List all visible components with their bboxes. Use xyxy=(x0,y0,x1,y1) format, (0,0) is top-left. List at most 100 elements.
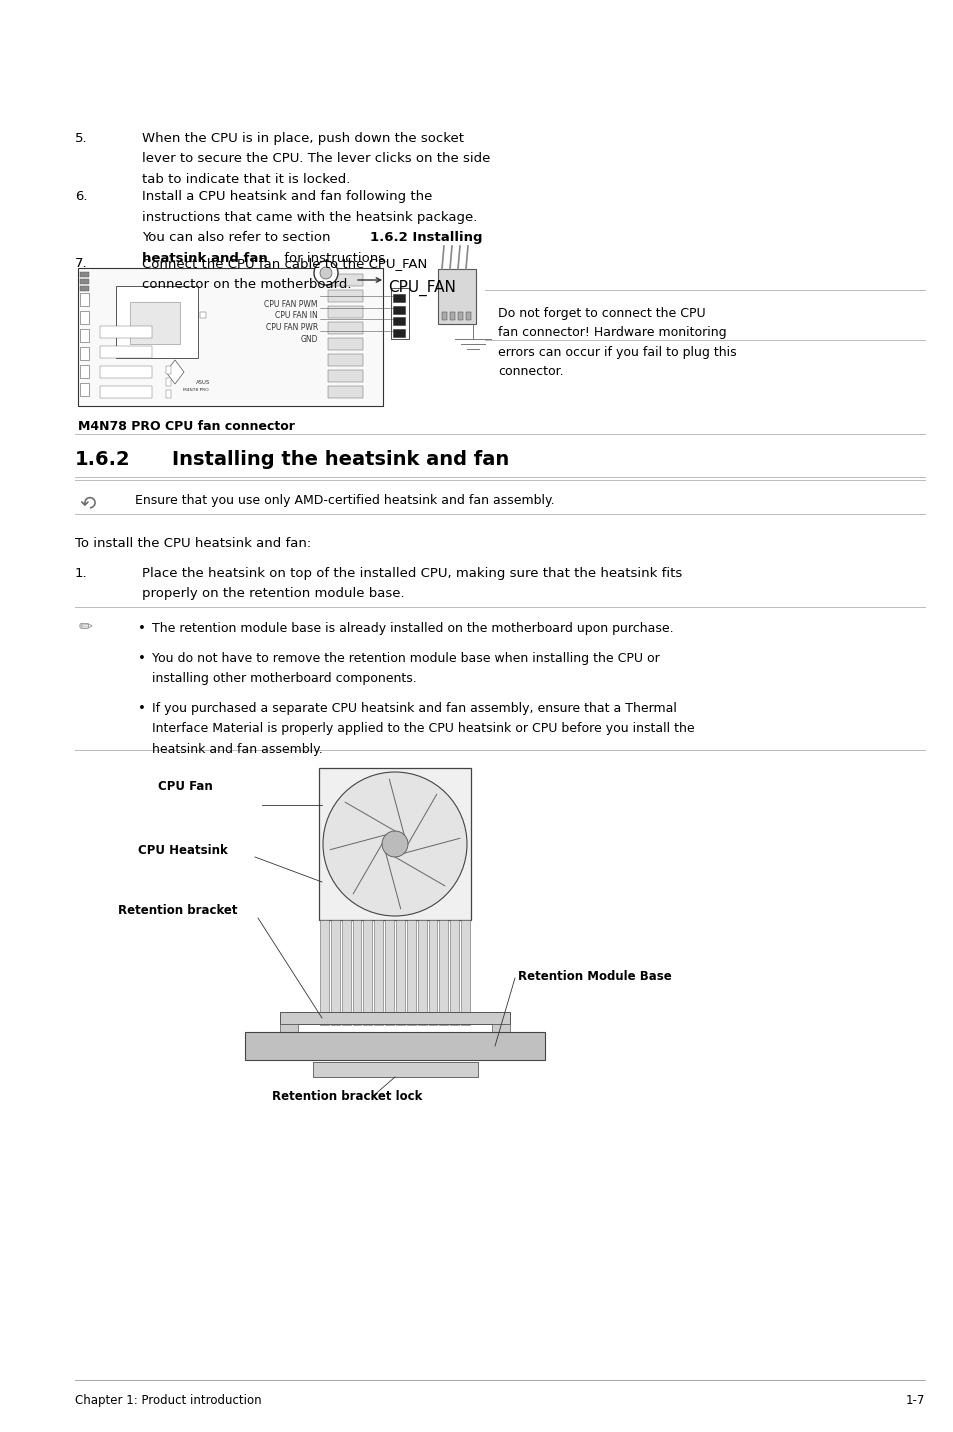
Text: 5.: 5. xyxy=(75,132,88,145)
Text: CPU_FAN: CPU_FAN xyxy=(388,281,456,296)
Bar xyxy=(393,305,405,314)
Circle shape xyxy=(319,266,332,279)
Bar xyxy=(406,919,416,1025)
Bar xyxy=(439,919,448,1025)
Bar xyxy=(280,1024,297,1060)
Bar xyxy=(460,919,470,1025)
Bar xyxy=(80,347,89,359)
Text: ✏: ✏ xyxy=(79,617,92,634)
Text: CPU FAN PWR: CPU FAN PWR xyxy=(266,324,317,332)
Bar xyxy=(80,279,89,284)
Bar xyxy=(328,338,363,349)
Text: Do not forget to connect the CPU: Do not forget to connect the CPU xyxy=(497,306,705,319)
Text: heatsink and fan assembly.: heatsink and fan assembly. xyxy=(152,743,322,756)
Text: You can also refer to section: You can also refer to section xyxy=(142,231,335,243)
Bar xyxy=(319,919,329,1025)
Bar xyxy=(328,291,363,302)
Text: 1.: 1. xyxy=(75,567,88,580)
Text: The retention module base is already installed on the motherboard upon purchase.: The retention module base is already ins… xyxy=(152,621,673,634)
Text: M4N78 PRO: M4N78 PRO xyxy=(183,388,209,392)
Text: errors can occur if you fail to plug this: errors can occur if you fail to plug thi… xyxy=(497,347,736,359)
Bar xyxy=(100,347,152,358)
Text: Connect the CPU fan cable to the CPU_FAN: Connect the CPU fan cable to the CPU_FAN xyxy=(142,256,427,271)
Bar xyxy=(353,919,361,1025)
Bar xyxy=(417,919,426,1025)
Bar xyxy=(450,919,458,1025)
Text: •: • xyxy=(138,621,146,634)
Text: GND: GND xyxy=(300,335,317,344)
Text: lever to secure the CPU. The lever clicks on the side: lever to secure the CPU. The lever click… xyxy=(142,152,490,166)
Text: You do not have to remove the retention module base when installing the CPU or: You do not have to remove the retention … xyxy=(152,652,659,664)
Bar xyxy=(78,268,382,407)
Bar xyxy=(313,1063,477,1077)
Bar xyxy=(200,312,206,318)
Bar xyxy=(318,768,471,919)
Bar xyxy=(437,269,476,324)
Text: 7.: 7. xyxy=(75,256,88,271)
Bar xyxy=(80,286,89,291)
Text: M4N78 PRO CPU fan connector: M4N78 PRO CPU fan connector xyxy=(78,420,294,432)
Bar xyxy=(328,369,363,382)
Text: To install the CPU heatsink and fan:: To install the CPU heatsink and fan: xyxy=(75,537,311,550)
Text: Retention bracket: Retention bracket xyxy=(118,904,237,916)
Bar xyxy=(341,919,350,1025)
Text: 1-7: 1-7 xyxy=(904,1393,924,1408)
Bar xyxy=(100,326,152,338)
Bar xyxy=(328,322,363,334)
Bar xyxy=(492,1024,510,1060)
Bar xyxy=(80,294,89,306)
Bar xyxy=(280,1012,510,1024)
Text: instructions that came with the heatsink package.: instructions that came with the heatsink… xyxy=(142,211,476,223)
Bar xyxy=(80,329,89,342)
Text: 6.: 6. xyxy=(75,190,88,203)
Text: connector.: connector. xyxy=(497,365,563,378)
Text: When the CPU is in place, push down the socket: When the CPU is in place, push down the … xyxy=(142,132,463,145)
Bar xyxy=(245,1032,544,1060)
Bar xyxy=(116,286,198,358)
Text: Place the heatsink on top of the installed CPU, making sure that the heatsink fi: Place the heatsink on top of the install… xyxy=(142,567,681,580)
Text: ↺: ↺ xyxy=(76,485,101,511)
Text: CPU FAN PWM: CPU FAN PWM xyxy=(264,299,317,309)
Bar xyxy=(363,919,372,1025)
Bar xyxy=(393,294,405,302)
Bar xyxy=(100,367,152,378)
Text: •: • xyxy=(138,702,146,715)
Text: CPU Fan: CPU Fan xyxy=(158,780,213,793)
Bar xyxy=(166,378,171,387)
Bar xyxy=(450,312,455,319)
Bar xyxy=(428,919,437,1025)
Text: installing other motherboard components.: installing other motherboard components. xyxy=(152,672,416,686)
Text: heatsink and fan: heatsink and fan xyxy=(142,252,268,265)
Circle shape xyxy=(323,772,467,916)
Bar xyxy=(328,306,363,318)
Bar xyxy=(393,316,405,325)
Polygon shape xyxy=(166,359,184,384)
Text: •: • xyxy=(138,652,146,664)
Text: Retention bracket lock: Retention bracket lock xyxy=(272,1090,422,1103)
Text: 1.6.2 Installing: 1.6.2 Installing xyxy=(370,231,482,243)
Text: fan connector! Hardware monitoring: fan connector! Hardware monitoring xyxy=(497,326,726,339)
Bar xyxy=(328,387,363,398)
Bar xyxy=(166,390,171,398)
Bar xyxy=(391,288,409,338)
Bar xyxy=(328,274,363,286)
Bar xyxy=(393,328,405,337)
Bar xyxy=(166,367,171,374)
Circle shape xyxy=(314,261,337,285)
Bar xyxy=(130,302,180,344)
Text: Chapter 1: Product introduction: Chapter 1: Product introduction xyxy=(75,1393,261,1408)
Text: CPU Heatsink: CPU Heatsink xyxy=(138,843,228,856)
Text: If you purchased a separate CPU heatsink and fan assembly, ensure that a Thermal: If you purchased a separate CPU heatsink… xyxy=(152,702,677,715)
Bar xyxy=(395,919,404,1025)
Bar xyxy=(331,919,339,1025)
Bar xyxy=(80,382,89,397)
Text: Install a CPU heatsink and fan following the: Install a CPU heatsink and fan following… xyxy=(142,190,432,203)
Bar xyxy=(80,365,89,378)
Text: 1.6.2: 1.6.2 xyxy=(75,450,131,470)
Text: ASUS: ASUS xyxy=(195,379,210,385)
Text: CPU FAN IN: CPU FAN IN xyxy=(275,312,317,321)
Text: for instructions.: for instructions. xyxy=(280,252,389,265)
Text: tab to indicate that it is locked.: tab to indicate that it is locked. xyxy=(142,173,350,186)
Bar xyxy=(385,919,394,1025)
Bar xyxy=(80,311,89,324)
